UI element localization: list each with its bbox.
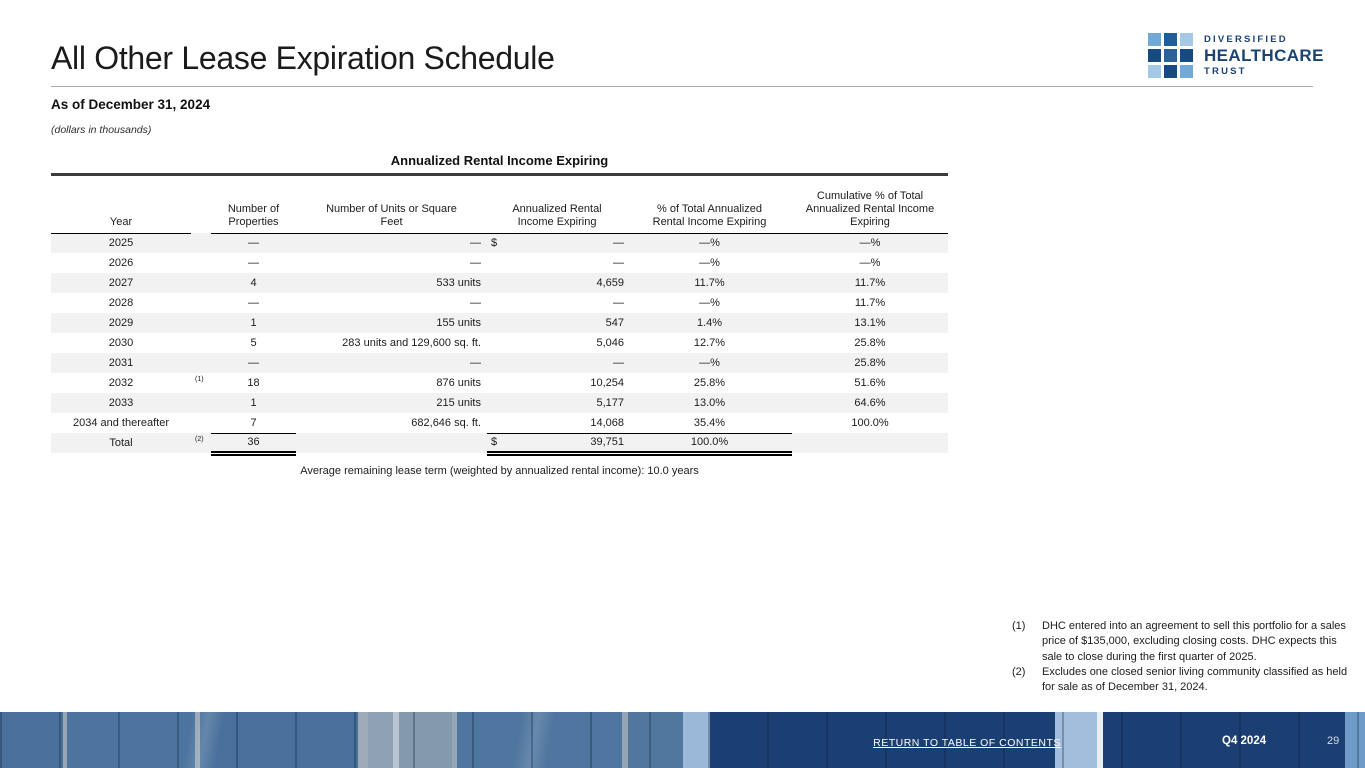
logo-square: [1164, 49, 1177, 62]
column-header-year: Year: [51, 176, 191, 234]
dollar-sign: $: [491, 436, 498, 448]
table-total-row: Total (2) 36 $39,751 100.0%: [51, 433, 948, 456]
as-of-date: As of December 31, 2024: [51, 97, 211, 112]
total-pct: 100.0%: [627, 433, 792, 456]
lease-expiration-table: Annualized Rental Income Expiring Year N…: [51, 153, 948, 477]
total-label: Total: [109, 437, 133, 449]
average-lease-term-note: Average remaining lease term (weighted b…: [300, 464, 699, 477]
table-row: 2033 1 215 units 5,177 13.0% 64.6%: [51, 393, 948, 413]
table-row: 2032 (1) 18 876 units 10,254 25.8% 51.6%: [108, 376, 886, 389]
logo-line-healthcare: HEALTHCARE: [1204, 46, 1324, 65]
footnote-1: (1) DHC entered into an agreement to sel…: [1012, 619, 1352, 665]
logo-square: [1164, 33, 1177, 46]
table-title: Annualized Rental Income Expiring: [51, 153, 948, 176]
dollar-sign: $: [491, 237, 498, 250]
title-divider: [51, 86, 1313, 87]
total-properties: 36: [211, 433, 296, 456]
logo-line-trust: TRUST: [1204, 66, 1247, 77]
footnote-1-marker: (1): [1012, 620, 1026, 632]
page-title: All Other Lease Expiration Schedule: [51, 40, 555, 76]
company-logo: DIVERSIFIED HEALTHCARE TRUST: [1148, 33, 1324, 78]
total-footnote-marker: (2): [195, 436, 204, 443]
column-header-properties: Number of Properties: [211, 176, 296, 234]
logo-square: [1180, 33, 1193, 46]
footnote-2-marker: (2): [1012, 665, 1026, 678]
column-header-pct-total: % of Total Annualized Rental Income Expi…: [627, 176, 792, 234]
page-number: 29: [1327, 735, 1340, 747]
dollars-in-thousands-note: (dollars in thousands): [51, 124, 152, 136]
table-row: 2034 and thereafter 7 682,646 sq. ft. 14,06…: [51, 413, 948, 434]
table-row: 2026— — — —% —%: [108, 257, 881, 269]
table-row: 2029 1 155 units 547 1.4% 13.1%: [51, 313, 948, 333]
logo-grid-icon: [1148, 33, 1193, 78]
logo-square: [1148, 65, 1161, 78]
table-row: 2025— — $ — —% —%: [51, 233, 948, 253]
footnote-2-text: Excludes one closed senior living commun…: [1042, 665, 1348, 694]
footnotes: (1) DHC entered into an agreement to sel…: [1012, 619, 1352, 695]
logo-line-diversified: DIVERSIFIED: [1204, 33, 1288, 45]
table-row: 2027 4 533 units 4,659 11.7% 11.7%: [51, 273, 948, 293]
table-row: 2028— — — —% 11.7%: [108, 297, 886, 309]
footnote-2: (2) Excludes one closed senior living co…: [1012, 665, 1352, 696]
table-row: 2030 5 283 units and 129,600 sq. ft. 5,046 1…: [108, 337, 886, 349]
logo-square: [1180, 65, 1193, 78]
footer-building-photo: [0, 712, 1365, 768]
logo-square: [1180, 49, 1193, 62]
column-header-marker: [191, 176, 211, 233]
table-header: Year Number of Properties Number of Unit…: [51, 176, 948, 234]
column-header-units: Number of Units or Square Feet: [296, 176, 487, 234]
logo-square: [1148, 33, 1161, 46]
lease-table: Year Number of Properties Number of Unit…: [51, 176, 948, 456]
table-row: 2031— — — —% 25.8%: [51, 353, 948, 373]
logo-text: DIVERSIFIED HEALTHCARE TRUST: [1204, 33, 1324, 77]
logo-square: [1164, 65, 1177, 78]
logo-square: [1148, 49, 1161, 62]
column-header-cumulative-pct: Cumulative % of Total Annualized Rental …: [792, 176, 948, 234]
footnote-1-text: DHC entered into an agreement to sell th…: [1042, 620, 1346, 663]
lease-table-body: 2025— — $ — —% —% 2026— — — —% —% 2027 4 533 units 4,6…: [51, 233, 948, 434]
quarter-label: Q4 2024: [1222, 735, 1267, 747]
column-header-income: Annualized Rental Income Expiring: [487, 176, 627, 234]
return-to-contents-link[interactable]: RETURN TO TABLE OF CONTENTS: [873, 737, 1061, 749]
total-income: $39,751: [487, 433, 627, 456]
